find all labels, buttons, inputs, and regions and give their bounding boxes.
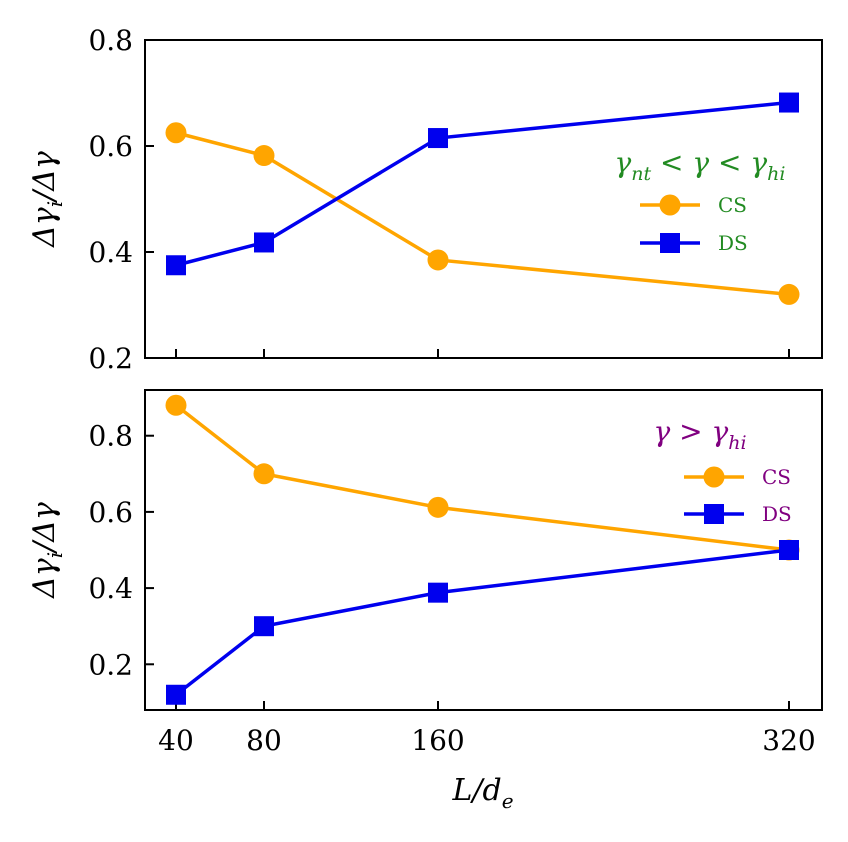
legend-label-cs: CS bbox=[762, 465, 791, 489]
bottom-panel: 0.2 0.4 0.6 0.8 Δγi​/Δγ γ > γhi​ CS DS bbox=[27, 389, 823, 711]
data-point-cs bbox=[253, 145, 275, 167]
series-line-cs bbox=[174, 403, 790, 552]
data-point-ds bbox=[254, 232, 274, 253]
x-tick-label: 320 bbox=[762, 724, 815, 757]
data-point-ds bbox=[166, 684, 186, 705]
series-line-cs bbox=[175, 131, 790, 297]
y-tick-label: 0.8 bbox=[88, 420, 133, 453]
data-point-cs bbox=[253, 463, 275, 485]
legend: γ > γhi​ CS DS bbox=[653, 415, 791, 526]
data-point-ds bbox=[428, 582, 448, 603]
x-axis-label: L/de​ bbox=[451, 773, 513, 813]
data-point-cs bbox=[165, 394, 187, 416]
legend-marker-ds bbox=[660, 233, 680, 253]
plot-frame bbox=[144, 389, 823, 711]
data-point-cs bbox=[427, 496, 449, 518]
x-tick-label: 40 bbox=[158, 724, 194, 757]
legend-label-ds: DS bbox=[718, 231, 748, 255]
legend: γnt​ < γ < γhi​ CS DS bbox=[615, 146, 786, 255]
y-tick-label: 0.4 bbox=[88, 236, 133, 269]
y-tick-label: 0.2 bbox=[88, 342, 133, 375]
data-point-ds bbox=[254, 616, 274, 637]
top-panel: 0.2 0.4 0.6 0.8 Δγi​/Δγ γnt​ < γ < γhi​ CS DS bbox=[27, 24, 823, 375]
data-point-ds bbox=[779, 92, 799, 113]
data-point-cs bbox=[427, 249, 449, 271]
y-tick-label: 0.2 bbox=[88, 648, 133, 681]
legend-label-cs: CS bbox=[718, 193, 747, 217]
legend-title: γnt​ < γ < γhi​ bbox=[615, 146, 786, 185]
data-point-cs bbox=[165, 122, 187, 144]
y-tick-label: 0.6 bbox=[88, 130, 133, 163]
legend-title: γ > γhi​ bbox=[653, 415, 746, 454]
legend-marker-cs bbox=[703, 466, 725, 488]
y-tick-label: 0.8 bbox=[88, 24, 133, 57]
y-axis-label: Δγi​/Δγ bbox=[27, 502, 67, 599]
data-point-ds bbox=[428, 128, 448, 149]
y-tick-label: 0.4 bbox=[88, 572, 133, 605]
series-line-ds bbox=[175, 100, 790, 267]
data-point-cs bbox=[778, 283, 800, 305]
y-tick-label: 0.6 bbox=[88, 496, 133, 529]
x-tick-label: 80 bbox=[246, 724, 282, 757]
shared-x-axis: 40 80 160 320 L/de​ bbox=[158, 724, 816, 813]
legend-label-ds: DS bbox=[762, 502, 792, 526]
plot-frame bbox=[144, 39, 823, 359]
data-point-ds bbox=[779, 540, 799, 560]
data-point-ds bbox=[166, 255, 186, 276]
legend-marker-ds bbox=[704, 504, 724, 524]
legend-marker-cs bbox=[659, 194, 681, 216]
series-line-ds bbox=[174, 548, 790, 697]
x-tick-label: 160 bbox=[411, 724, 464, 757]
y-axis-label: Δγi​/Δγ bbox=[27, 151, 67, 248]
